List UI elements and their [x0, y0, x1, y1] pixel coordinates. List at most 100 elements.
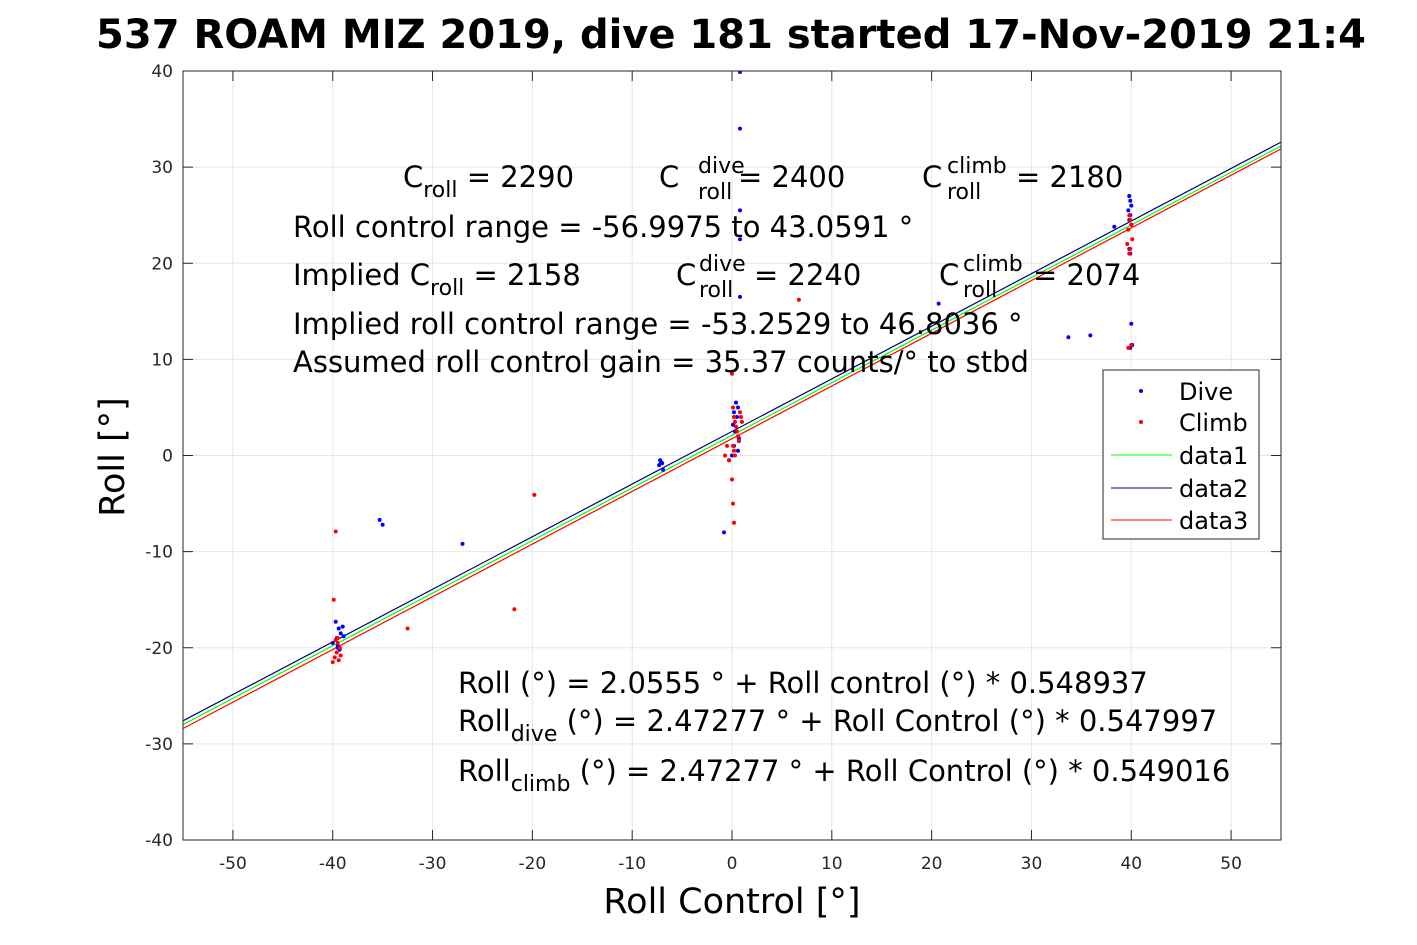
dive-point: [1128, 198, 1133, 203]
climb-point: [333, 529, 338, 534]
dive-point: [657, 463, 662, 468]
climb-point: [731, 415, 736, 420]
dive-point: [1129, 203, 1134, 208]
dive-point: [737, 71, 742, 74]
annotation-fit-dive: Rolldive (°) = 2.47277 ° + Roll Control …: [458, 704, 1217, 747]
dive-point: [936, 301, 941, 306]
climb-point: [405, 626, 410, 631]
annotation-implied-range: Implied roll control range = -53.2529 to…: [293, 307, 1023, 341]
climb-point: [332, 655, 337, 660]
climb-point: [1128, 217, 1133, 222]
climb-point: [337, 645, 342, 650]
climb-point: [1126, 345, 1131, 350]
dive-point: [1129, 321, 1134, 326]
annotation-implied-cdive-sub: roll: [699, 278, 733, 303]
fit-line-data1: [183, 145, 1281, 726]
y-axis-label: Roll [°]: [93, 397, 133, 517]
climb-point: [338, 653, 343, 658]
legend-label-climb: Climb: [1179, 409, 1248, 437]
climb-point: [732, 453, 737, 458]
x-tick-label: -40: [319, 854, 347, 874]
annotation-implied-cdive: C: [676, 258, 696, 292]
dive-point: [333, 619, 338, 624]
annotation-implied-cclimb-sup: climb: [963, 252, 1023, 277]
annotation-cdive-sub: roll: [698, 180, 732, 205]
y-tick-label: 40: [151, 62, 173, 82]
x-tick-label: 0: [727, 854, 738, 874]
dive-point: [330, 640, 335, 645]
dive-point: [730, 422, 735, 427]
climb-point: [796, 297, 801, 302]
x-tick-label: -30: [419, 854, 447, 874]
climb-point: [1129, 222, 1134, 227]
x-tick-label: 50: [1220, 854, 1242, 874]
climb-point: [725, 443, 730, 448]
dive-point: [731, 410, 736, 415]
climb-point: [723, 453, 728, 458]
dive-point: [659, 460, 664, 465]
climb-point: [736, 439, 741, 444]
x-axis-label: Roll Control [°]: [603, 882, 860, 922]
dive-point: [735, 405, 740, 410]
climb-point: [735, 434, 740, 439]
legend-marker-climb: [1139, 420, 1143, 424]
climb-point: [737, 410, 742, 415]
annotation-implied-cdive-sup: dive: [699, 252, 746, 277]
dive-point: [733, 400, 738, 405]
y-tick-label: 30: [151, 158, 173, 178]
dive-point: [380, 522, 385, 527]
climb-point: [336, 658, 341, 663]
dive-point: [1088, 333, 1093, 338]
chart-title: 537 ROAM MIZ 2019, dive 181 started 17-N…: [96, 12, 1366, 58]
annotation-implied-cclimb-value: = 2074: [1033, 258, 1140, 292]
climb-point: [1130, 237, 1135, 242]
climb-point: [532, 492, 537, 497]
dive-point: [341, 634, 346, 639]
legend-marker-dive: [1139, 389, 1143, 393]
dive-point: [735, 448, 740, 453]
x-tick-label: 30: [1021, 854, 1043, 874]
y-tick-label: 10: [151, 350, 173, 370]
annotation-croll: Croll = 2290: [403, 160, 574, 203]
annotation-cdive-value: = 2400: [738, 160, 845, 194]
climb-point: [331, 597, 336, 602]
fit-line-data3: [183, 148, 1281, 730]
data-points: [330, 71, 1135, 665]
dive-point: [734, 415, 739, 420]
climb-point: [730, 501, 735, 506]
annotation-cdive-sup: dive: [698, 154, 745, 179]
legend-label-data3: data3: [1179, 507, 1248, 535]
climb-point: [1126, 227, 1131, 232]
dive-point: [377, 517, 382, 522]
annotation-cdive: C: [659, 160, 679, 194]
climb-point: [730, 371, 734, 376]
dive-point: [730, 453, 734, 458]
y-tick-label: -10: [145, 543, 173, 563]
climb-point: [335, 636, 340, 641]
climb-point: [739, 419, 744, 424]
climb-point: [732, 419, 737, 424]
annotation-cclimb-value: = 2180: [1016, 160, 1123, 194]
dive-point: [722, 530, 727, 535]
climb-point: [733, 424, 738, 429]
climb-point: [730, 405, 735, 410]
plot-frame: [182, 70, 1282, 841]
annotation-implied-cdive-value: = 2240: [754, 258, 861, 292]
annotation-range: Roll control range = -56.9975 to 43.0591…: [293, 210, 913, 244]
climb-point: [334, 650, 339, 655]
x-tick-label: -20: [518, 854, 546, 874]
legend-label-data1: data1: [1179, 442, 1248, 470]
y-tick-label: -40: [145, 831, 173, 851]
y-tick-label: 20: [151, 254, 173, 274]
climb-point: [730, 477, 734, 482]
axis-ticks: -50 -40 -30 -20 -10 0 10 20 30 40 50 -40 -30 -20 -10 0 1…: [145, 62, 1281, 874]
dive-point: [1126, 208, 1131, 213]
legend-label-data2: data2: [1179, 475, 1248, 503]
climb-point: [731, 520, 736, 525]
climb-point: [734, 429, 739, 434]
y-tick-label: 0: [162, 447, 173, 467]
climb-point: [512, 607, 517, 612]
x-tick-label: -10: [618, 854, 646, 874]
dive-point: [460, 541, 465, 546]
